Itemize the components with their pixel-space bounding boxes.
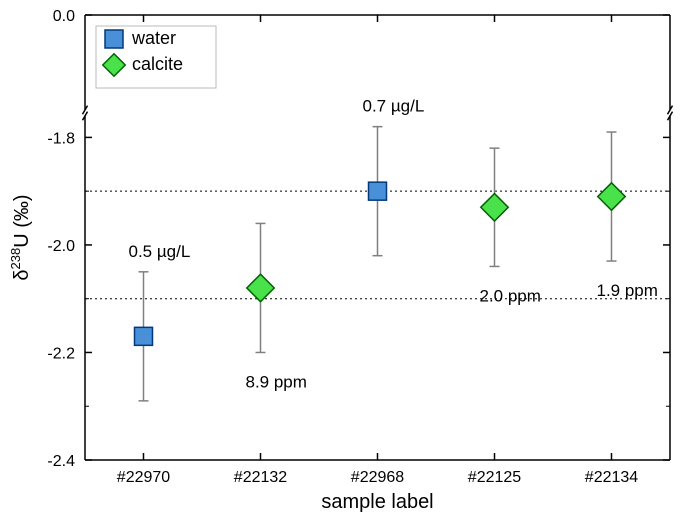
xtick-label: #22125 [468, 469, 521, 486]
chart-svg: 0.0 -2.4 -2.2 -2.0 -1.8 #22970 #22132 #22968 #22… [0, 0, 685, 523]
ytick-label: -2.0 [47, 238, 75, 255]
xtick-label: #22134 [585, 469, 638, 486]
data-point-water [135, 327, 153, 345]
point-label: 2.0 ppm [480, 286, 541, 305]
ytick-label: -2.4 [47, 453, 75, 470]
xtick-label: #22132 [234, 469, 287, 486]
point-label: 0.7 µg/L [363, 97, 425, 116]
legend-marker-water [105, 30, 123, 48]
point-label: 0.5 µg/L [129, 242, 191, 261]
xtick-label: #22970 [117, 469, 170, 486]
legend-label: calcite [132, 54, 183, 74]
point-label: 8.9 ppm [246, 372, 307, 391]
xlabel: sample label [321, 491, 433, 513]
point-label: 1.9 ppm [597, 281, 658, 300]
ytick-label: -2.2 [47, 345, 75, 362]
xtick-label: #22968 [351, 469, 404, 486]
ytick-label: -1.8 [47, 130, 75, 147]
data-point-water [369, 182, 387, 200]
legend-label: water [131, 28, 176, 48]
chart-container: 0.0 -2.4 -2.2 -2.0 -1.8 #22970 #22132 #22968 #22… [0, 0, 685, 523]
ytick-label: 0.0 [53, 8, 75, 25]
